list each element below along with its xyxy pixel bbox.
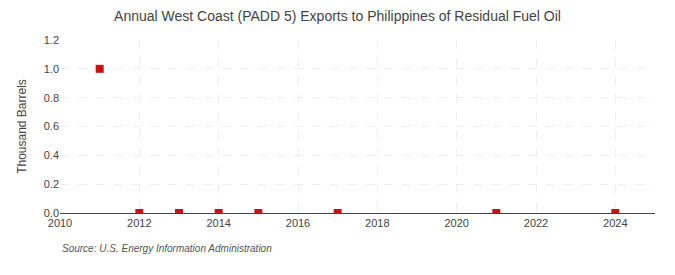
svg-text:2014: 2014 bbox=[206, 217, 230, 229]
svg-text:0.6: 0.6 bbox=[44, 120, 59, 132]
svg-text:1.0: 1.0 bbox=[44, 63, 59, 75]
svg-text:2020: 2020 bbox=[444, 217, 468, 229]
svg-text:0.4: 0.4 bbox=[44, 149, 59, 161]
svg-text:Source: U.S. Energy Informatio: Source: U.S. Energy Information Administ… bbox=[62, 243, 272, 254]
svg-text:0.8: 0.8 bbox=[44, 92, 59, 104]
svg-text:0.0: 0.0 bbox=[44, 207, 59, 219]
svg-text:Thousand Barrels: Thousand Barrels bbox=[15, 79, 29, 174]
svg-text:1.2: 1.2 bbox=[44, 34, 59, 46]
svg-text:2010: 2010 bbox=[48, 217, 72, 229]
svg-text:2012: 2012 bbox=[127, 217, 151, 229]
svg-text:2022: 2022 bbox=[524, 217, 548, 229]
svg-text:2024: 2024 bbox=[603, 217, 627, 229]
svg-text:Annual West Coast (PADD 5) Exp: Annual West Coast (PADD 5) Exports to Ph… bbox=[114, 8, 561, 24]
svg-text:2018: 2018 bbox=[365, 217, 389, 229]
svg-text:2016: 2016 bbox=[286, 217, 310, 229]
svg-text:0.2: 0.2 bbox=[44, 178, 59, 190]
